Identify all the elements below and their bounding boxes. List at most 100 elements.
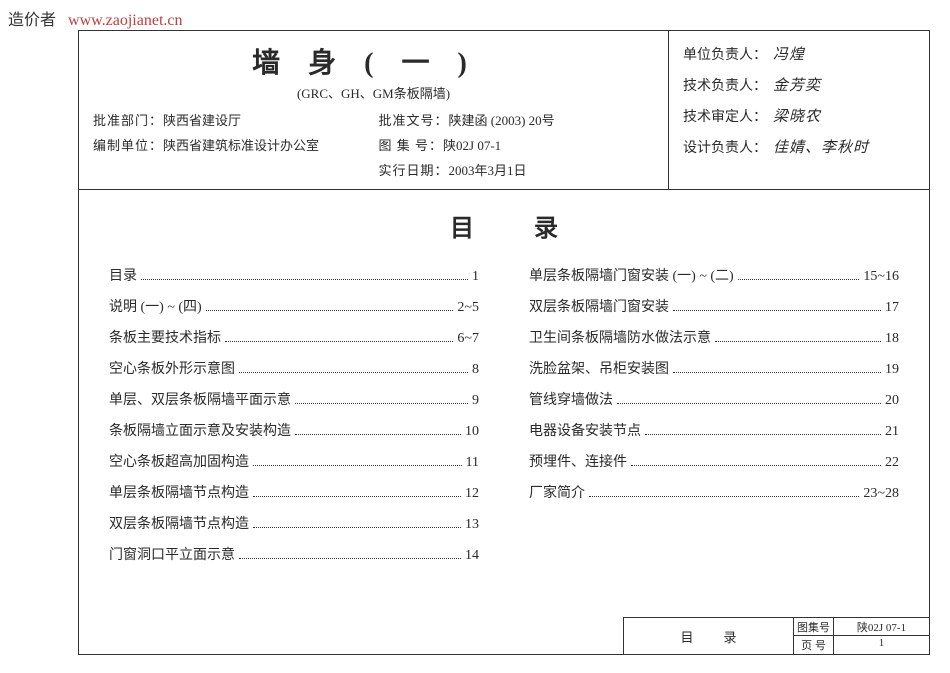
toc-row: 单层条板隔墙节点构造 12 — [109, 482, 479, 502]
toc-page: 13 — [465, 517, 479, 533]
toc-dots — [673, 310, 881, 311]
toc-page: 9 — [472, 393, 479, 409]
toc-label: 单层条板隔墙节点构造 — [109, 482, 249, 502]
toc-label: 预埋件、连接件 — [529, 451, 627, 471]
sig-unit-lead: 单位负责人： 冯煌 — [683, 43, 915, 64]
toc-columns: 目录 1 说明 (一) ~ (四) 2~5 条板主要技术指标 6~7 空心条板外形示意图 8 单… — [109, 265, 899, 575]
toc-row: 电器设备安装节点 21 — [529, 420, 899, 440]
document-frame: 墙身(一) (GRC、GH、GM条板隔墙) 批准部门：陕西省建设厅 批准文号：陕… — [78, 30, 930, 655]
toc-row: 空心条板超高加固构造 11 — [109, 451, 479, 471]
toc-page: 15~16 — [863, 269, 899, 285]
subtitle: (GRC、GH、GM条板隔墙) — [93, 83, 654, 102]
toc-page: 20 — [885, 393, 899, 409]
footer-block: 目录 图集号 陕02J 07-1 页 号 1 — [623, 617, 930, 655]
toc-label: 门窗洞口平立面示意 — [109, 544, 235, 564]
sig-design-lead: 设计负责人： 佳婧、李秋时 — [683, 136, 915, 157]
toc-row: 目录 1 — [109, 265, 479, 285]
atlas-no: 图 集 号：陕02J 07-1 — [379, 135, 655, 154]
toc-label: 厂家简介 — [529, 482, 585, 502]
main-title: 墙身(一) — [93, 41, 654, 81]
toc-label: 管线穿墙做法 — [529, 389, 613, 409]
approve-doc: 批准文号：陕建函 (2003) 20号 — [379, 110, 655, 129]
toc-dots — [715, 341, 881, 342]
header-row: 墙身(一) (GRC、GH、GM条板隔墙) 批准部门：陕西省建设厅 批准文号：陕… — [79, 31, 929, 190]
toc-row: 空心条板外形示意图 8 — [109, 358, 479, 378]
toc-page: 11 — [466, 455, 479, 471]
toc-col-right: 单层条板隔墙门窗安装 (一) ~ (二) 15~16 双层条板隔墙门窗安装 17 卫生间… — [529, 265, 899, 575]
toc-page: 14 — [465, 548, 479, 564]
toc-label: 目录 — [109, 265, 137, 285]
toc-label: 双层条板隔墙节点构造 — [109, 513, 249, 533]
toc-page: 2~5 — [457, 300, 479, 316]
toc-page: 12 — [465, 486, 479, 502]
toc-dots — [295, 403, 468, 404]
footer-left: 目录 — [624, 618, 794, 654]
footer-page-row: 页 号 1 — [794, 636, 929, 654]
toc-row: 门窗洞口平立面示意 14 — [109, 544, 479, 564]
toc-page: 18 — [885, 331, 899, 347]
toc-row: 双层条板隔墙节点构造 13 — [109, 513, 479, 533]
toc-label: 说明 (一) ~ (四) — [109, 296, 202, 316]
toc-dots — [225, 341, 453, 342]
toc-row: 预埋件、连接件 22 — [529, 451, 899, 471]
toc-dots — [645, 434, 881, 435]
toc-row: 管线穿墙做法 20 — [529, 389, 899, 409]
toc-label: 单层、双层条板隔墙平面示意 — [109, 389, 291, 409]
toc-label: 卫生间条板隔墙防水做法示意 — [529, 327, 711, 347]
toc-row: 说明 (一) ~ (四) 2~5 — [109, 296, 479, 316]
toc-label: 洗脸盆架、吊柜安装图 — [529, 358, 669, 378]
toc-row: 双层条板隔墙门窗安装 17 — [529, 296, 899, 316]
watermark-label: 造价者 — [8, 12, 56, 29]
toc-dots — [295, 434, 461, 435]
toc-dots — [589, 496, 859, 497]
toc-dots — [206, 310, 454, 311]
toc-page: 6~7 — [457, 331, 479, 347]
toc-label: 条板主要技术指标 — [109, 327, 221, 347]
toc-row: 单层条板隔墙门窗安装 (一) ~ (二) 15~16 — [529, 265, 899, 285]
toc-dots — [617, 403, 881, 404]
toc-dots — [631, 465, 881, 466]
toc-page: 8 — [472, 362, 479, 378]
sig-tech-lead: 技术负责人： 金芳奕 — [683, 74, 915, 95]
toc-col-left: 目录 1 说明 (一) ~ (四) 2~5 条板主要技术指标 6~7 空心条板外形示意图 8 单… — [109, 265, 479, 575]
effective-date: 实行日期：2003年3月1日 — [379, 160, 655, 179]
header-left: 墙身(一) (GRC、GH、GM条板隔墙) 批准部门：陕西省建设厅 批准文号：陕… — [79, 31, 669, 189]
toc-dots — [141, 279, 468, 280]
content-area: 目录 目录 1 说明 (一) ~ (四) 2~5 条板主要技术指标 6~7 空心条板外形示意… — [79, 190, 929, 585]
toc-label: 空心条板外形示意图 — [109, 358, 235, 378]
toc-row: 条板主要技术指标 6~7 — [109, 327, 479, 347]
toc-row: 洗脸盆架、吊柜安装图 19 — [529, 358, 899, 378]
toc-row: 单层、双层条板隔墙平面示意 9 — [109, 389, 479, 409]
toc-label: 条板隔墙立面示意及安装构造 — [109, 420, 291, 440]
sig-tech-review: 技术审定人： 梁晓农 — [683, 105, 915, 126]
toc-page: 17 — [885, 300, 899, 316]
toc-dots — [738, 279, 860, 280]
toc-page: 22 — [885, 455, 899, 471]
toc-row: 卫生间条板隔墙防水做法示意 18 — [529, 327, 899, 347]
toc-dots — [239, 558, 461, 559]
footer-right: 图集号 陕02J 07-1 页 号 1 — [794, 618, 929, 654]
toc-page: 23~28 — [863, 486, 899, 502]
header-signatures: 单位负责人： 冯煌 技术负责人： 金芳奕 技术审定人： 梁晓农 设计负责人： 佳… — [669, 31, 929, 189]
toc-page: 10 — [465, 424, 479, 440]
footer-atlas-row: 图集号 陕02J 07-1 — [794, 618, 929, 636]
toc-row: 条板隔墙立面示意及安装构造 10 — [109, 420, 479, 440]
toc-page: 1 — [472, 269, 479, 285]
approve-dept: 批准部门：陕西省建设厅 — [93, 110, 369, 129]
toc-label: 单层条板隔墙门窗安装 (一) ~ (二) — [529, 265, 734, 285]
toc-title: 目录 — [109, 208, 899, 243]
toc-label: 双层条板隔墙门窗安装 — [529, 296, 669, 316]
info-grid: 批准部门：陕西省建设厅 批准文号：陕建函 (2003) 20号 编制单位：陕西省… — [93, 110, 654, 179]
toc-label: 电器设备安装节点 — [529, 420, 641, 440]
compile-unit: 编制单位：陕西省建筑标准设计办公室 — [93, 135, 369, 154]
toc-dots — [253, 527, 461, 528]
toc-page: 19 — [885, 362, 899, 378]
toc-dots — [253, 496, 461, 497]
toc-label: 空心条板超高加固构造 — [109, 451, 249, 471]
watermark: 造价者 www.zaojianet.cn — [8, 6, 182, 30]
toc-page: 21 — [885, 424, 899, 440]
toc-dots — [239, 372, 468, 373]
toc-dots — [253, 465, 462, 466]
watermark-url: www.zaojianet.cn — [68, 12, 182, 29]
toc-row: 厂家简介 23~28 — [529, 482, 899, 502]
